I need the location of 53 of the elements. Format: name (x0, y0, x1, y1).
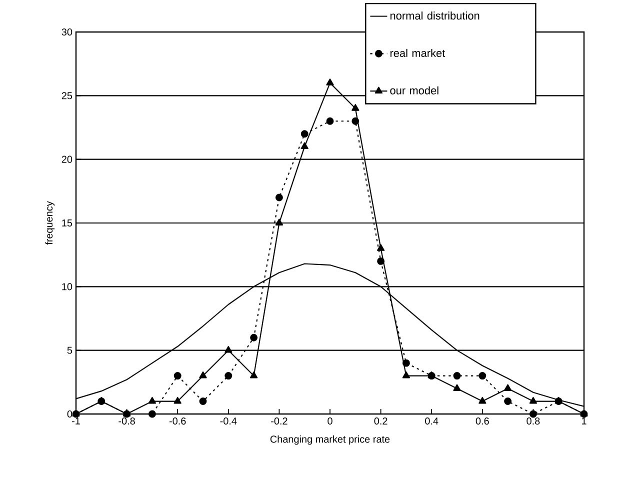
point (275, 218, 284, 226)
point (199, 398, 207, 406)
point (529, 410, 537, 418)
point (453, 384, 461, 391)
point (326, 117, 334, 125)
point (326, 78, 334, 86)
x-tick-label: 0 (328, 418, 332, 425)
point (300, 142, 308, 150)
point (504, 398, 512, 406)
point (352, 104, 360, 111)
x-tick-label: -0.2 (271, 418, 288, 425)
y-tick-label: 20 (62, 156, 72, 163)
x-tick-label: 0.4 (425, 418, 438, 425)
point (275, 194, 283, 202)
point (478, 372, 486, 380)
point (478, 396, 486, 404)
point (504, 384, 512, 391)
y-tick-label: 15 (62, 220, 72, 226)
point (148, 396, 156, 404)
point (250, 334, 258, 342)
y-tick-label: 5 (67, 346, 72, 354)
x-tick-label: -0.6 (169, 418, 186, 425)
legend-label: our model (390, 86, 438, 94)
x-tick-label: -1 (72, 418, 80, 424)
y-tick-label: 0 (67, 410, 72, 418)
x-tick-label: -0.4 (220, 418, 237, 425)
point (224, 346, 232, 353)
x-tick-label: -0.8 (118, 418, 135, 425)
point (174, 372, 182, 380)
point (300, 130, 308, 138)
legend-label: real market (390, 48, 446, 57)
y-tick-label: 30 (62, 28, 72, 36)
x-tick-label: 0.2 (374, 418, 388, 425)
point (250, 371, 258, 378)
point (199, 371, 207, 378)
y-tick-label: 25 (62, 92, 72, 100)
point (376, 244, 385, 251)
y-tick-label: 10 (62, 283, 72, 290)
point (148, 410, 156, 418)
point (402, 359, 410, 367)
point (352, 117, 360, 125)
point (224, 372, 232, 380)
legend-label: normal distribution (390, 12, 480, 20)
point (529, 396, 538, 404)
point (377, 257, 385, 265)
x-tick-label: 0.6 (476, 418, 489, 425)
point (402, 371, 410, 378)
x-tick-label: 0.8 (526, 418, 540, 425)
point (174, 396, 182, 404)
x-tick-label: 1 (582, 418, 586, 424)
point (453, 372, 461, 380)
y-axis-title: frequency (45, 201, 55, 245)
x-axis-title: Changing market price rate (270, 435, 390, 445)
